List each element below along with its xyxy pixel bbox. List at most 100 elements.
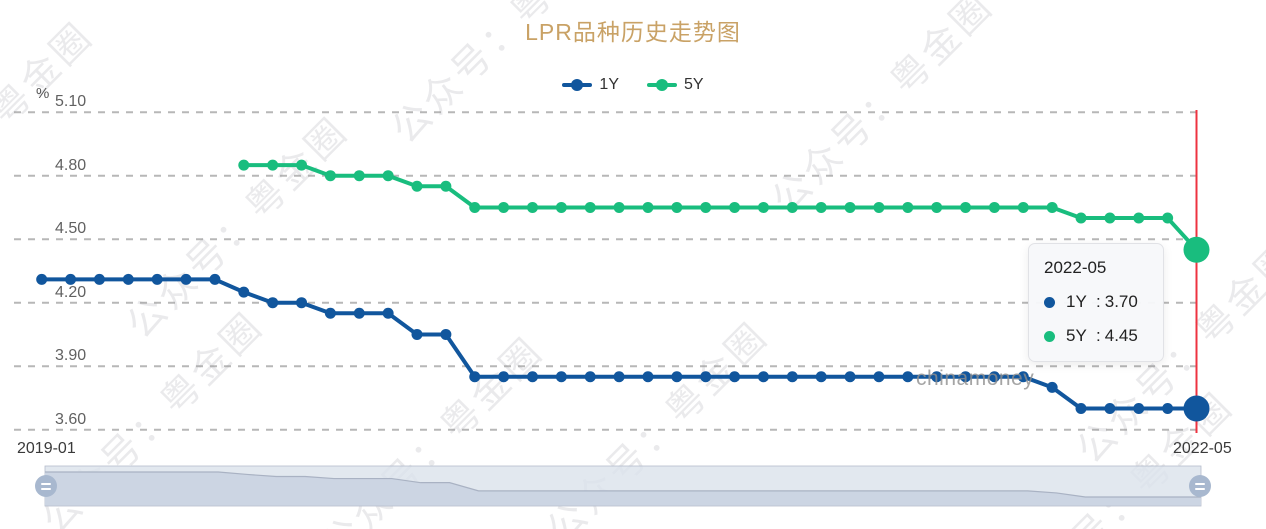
data-point	[844, 371, 856, 383]
data-point	[555, 201, 567, 213]
data-point	[988, 201, 1000, 213]
tooltip-colon: :	[1096, 326, 1101, 345]
series-1y	[36, 273, 1210, 422]
tooltip-row-1y: 1Y : 3.70	[1044, 292, 1148, 312]
data-point	[873, 371, 885, 383]
legend-1y-line-icon	[562, 79, 593, 91]
legend-item-5y[interactable]: 5Y	[647, 76, 704, 94]
data-point	[613, 201, 625, 213]
x-axis-label-last: 2022-05	[1173, 440, 1232, 457]
data-point	[1133, 212, 1145, 224]
data-point	[815, 201, 827, 213]
data-point	[382, 170, 394, 182]
data-point	[1046, 381, 1058, 393]
tooltip-5y-dot-icon	[1044, 330, 1055, 342]
legend-5y-dot-icon	[656, 79, 668, 91]
data-point	[267, 159, 279, 171]
datazoom-left-handle-icon[interactable]	[35, 475, 57, 497]
y-axis-tick-label: 5.10	[55, 93, 87, 111]
data-point	[353, 170, 365, 182]
data-point	[498, 371, 510, 383]
data-point	[613, 371, 625, 383]
data-point	[296, 159, 308, 171]
data-point	[526, 201, 538, 213]
data-point	[584, 371, 596, 383]
data-point	[757, 201, 769, 213]
data-point	[209, 273, 221, 285]
data-point	[353, 307, 365, 319]
datazoom-slider[interactable]	[45, 466, 1201, 506]
tooltip-title: 2022-05	[1044, 258, 1107, 277]
data-point	[757, 371, 769, 383]
data-point	[729, 371, 741, 383]
datazoom-data-shadow	[45, 472, 1201, 506]
tooltip-1y-label: 1Y	[1066, 292, 1087, 311]
page-title: LPR品种历史走势图	[525, 19, 741, 45]
data-point	[411, 328, 423, 340]
y-axis-unit-label: %	[36, 85, 50, 102]
data-point	[815, 371, 827, 383]
data-point	[1183, 395, 1210, 422]
data-point	[1046, 201, 1058, 213]
legend-5y-line-icon	[647, 79, 677, 91]
tooltip-1y-dot-icon	[1044, 296, 1055, 308]
data-point	[36, 273, 48, 285]
tooltip: 2022-05 1Y : 3.70 5Y : 4.45	[1028, 243, 1164, 362]
data-point	[931, 371, 943, 383]
data-point	[671, 371, 683, 383]
data-point	[324, 307, 336, 319]
data-point	[296, 297, 308, 309]
y-axis-tick-label: 3.90	[55, 347, 87, 365]
data-point	[700, 371, 712, 383]
data-point	[988, 371, 1000, 383]
tooltip-5y-value: 4.45	[1104, 326, 1138, 345]
data-point	[729, 201, 741, 213]
y-axis-tick-label: 3.60	[55, 410, 87, 428]
data-point	[151, 273, 163, 285]
data-point	[1075, 403, 1087, 415]
legend-item-1y[interactable]: 1Y	[562, 76, 619, 94]
data-point	[1162, 212, 1174, 224]
data-point	[93, 273, 105, 285]
data-point	[440, 180, 452, 192]
data-point	[526, 371, 538, 383]
series-line	[241, 163, 1199, 252]
data-point	[469, 201, 481, 213]
data-point	[498, 201, 510, 213]
data-point	[382, 307, 394, 319]
data-point	[555, 371, 567, 383]
legend: 1Y 5Y	[0, 76, 1266, 94]
data-point	[844, 201, 856, 213]
data-point	[1162, 403, 1174, 415]
data-point	[1017, 201, 1029, 213]
data-point	[238, 159, 250, 171]
data-point	[411, 180, 423, 192]
y-axis-tick-label: 4.80	[55, 156, 87, 174]
gridlines	[14, 111, 1197, 431]
legend-1y-label: 1Y	[599, 76, 619, 93]
data-point	[1075, 212, 1087, 224]
datazoom-data-shadow-line	[45, 471, 1201, 498]
data-point	[1133, 403, 1145, 415]
data-point	[902, 371, 914, 383]
data-point	[324, 170, 336, 182]
tooltip-row-5y: 5Y : 4.45	[1044, 326, 1148, 346]
legend-1y-dot-icon	[571, 79, 584, 91]
data-point	[122, 273, 134, 285]
tooltip-colon: :	[1096, 292, 1101, 311]
data-point	[642, 201, 654, 213]
data-point	[440, 328, 452, 340]
data-point	[931, 201, 943, 213]
y-axis-tick-label: 4.50	[55, 220, 87, 238]
data-point	[469, 371, 481, 383]
data-point	[238, 286, 250, 298]
datazoom-right-handle-icon[interactable]	[1189, 475, 1211, 497]
y-axis-tick-label: 4.20	[55, 283, 87, 301]
data-point	[786, 201, 798, 213]
legend-5y-label: 5Y	[684, 76, 704, 93]
data-point	[873, 201, 885, 213]
data-point	[1183, 236, 1210, 263]
datazoom-slider-graphic	[44, 465, 1202, 507]
